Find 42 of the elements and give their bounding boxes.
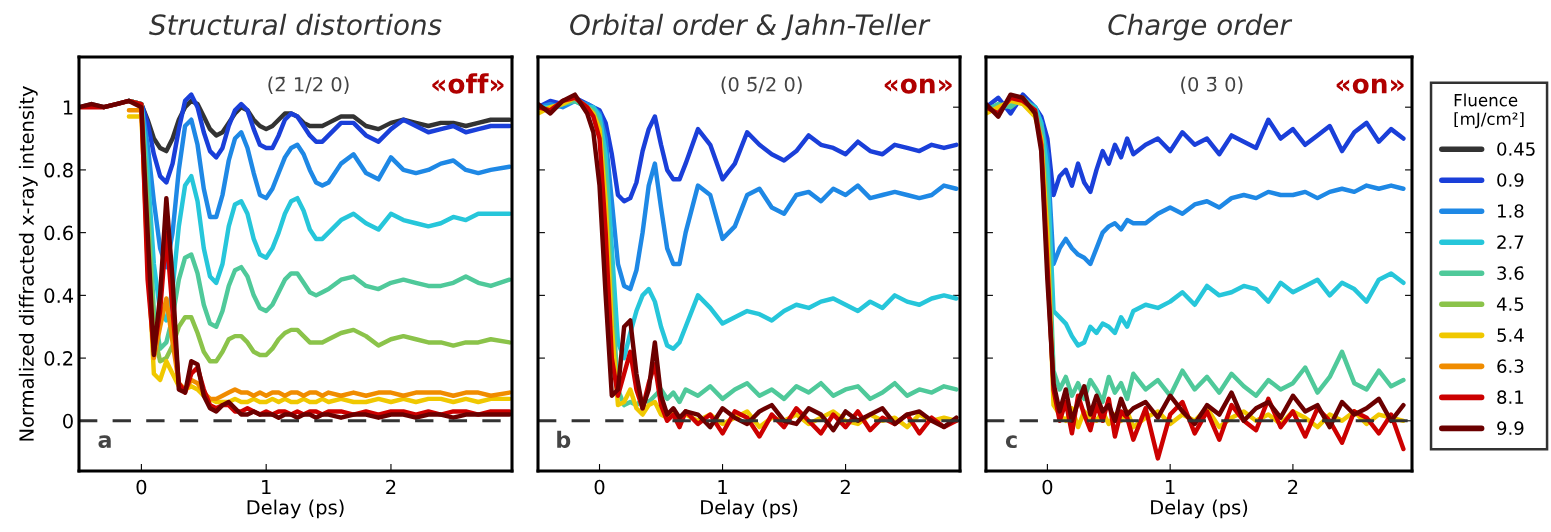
x-axis-title: Delay (ps) [701, 499, 798, 519]
y-tick-label: 1 [63, 100, 73, 115]
x-tick-label: 2 [1288, 479, 1298, 495]
x-tick-label: 1 [1166, 479, 1175, 495]
chart-title: Charge order [1108, 13, 1293, 41]
legend-label: 3.6 [1497, 266, 1524, 280]
annotation: c [1005, 435, 1017, 449]
x-axis-title: Delay (ps) [247, 499, 344, 519]
annotation: «on» [884, 78, 952, 94]
legend-label: 2.7 [1497, 235, 1524, 249]
x-tick-label: 0 [1042, 479, 1053, 495]
legend-label: 1.8 [1498, 204, 1524, 218]
y-tick-label: 0 [63, 413, 73, 429]
annotation: (0 5̄/2 0) [721, 76, 802, 94]
x-tick-label: 0 [136, 479, 147, 495]
x-tick-label: 1 [262, 479, 271, 495]
annotation: «off» [432, 73, 504, 94]
legend-label: 9.9 [1497, 421, 1524, 435]
legend-label: 6.3 [1497, 359, 1524, 373]
y-tick-label: 0.4 [44, 288, 74, 304]
x-tick-label: 2 [386, 479, 396, 495]
x-tick-label: 2 [840, 479, 850, 495]
annotation: b [557, 430, 571, 449]
y-axis-title: Normalized diffracted x-ray intensity [18, 86, 38, 441]
annotation: «on» [1336, 78, 1404, 94]
chart-title: Orbital order & Jahn-Teller [570, 13, 931, 41]
y-tick-label: 0.6 [44, 225, 73, 241]
y-tick-label: 0.8 [44, 162, 73, 178]
x-tick-label: 0 [594, 479, 605, 495]
y-tick-label: 0.2 [44, 351, 73, 366]
legend-label: 5.4 [1497, 328, 1524, 342]
legend-label: 4.5 [1496, 297, 1524, 311]
x-axis-title: Delay (ps) [1151, 499, 1248, 519]
chart-title: Structural distortions [149, 13, 442, 36]
legend-label: 8.1 [1497, 390, 1524, 404]
legend-label: 0.45 [1497, 142, 1535, 156]
annotation: a [98, 435, 111, 449]
annotation: (0 3̄ 0) [1181, 76, 1243, 94]
x-tick-label: 1 [718, 479, 727, 495]
legend-title: Fluence [mJ/cm²] [1454, 93, 1524, 129]
annotation: (2̄ 1/2 0) [268, 76, 349, 94]
legend-label: 0.9 [1497, 173, 1524, 187]
